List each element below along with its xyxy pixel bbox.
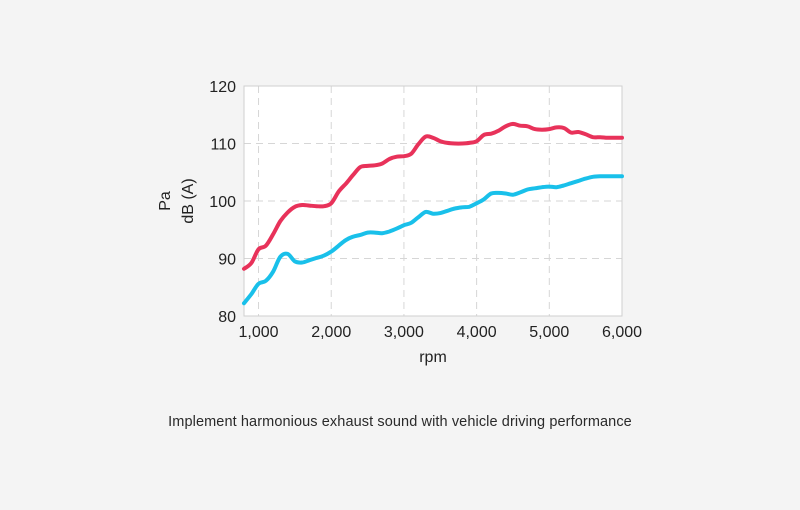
y-tick-label: 90	[218, 252, 236, 269]
x-tick-label: 5,000	[529, 324, 569, 341]
y-axis-label-unit-dba: dB (A)	[180, 178, 197, 223]
x-tick-label: 3,000	[384, 324, 424, 341]
series-line-blue	[242, 174, 624, 306]
y-tick-label: 80	[218, 309, 236, 326]
x-tick-label: 4,000	[457, 324, 497, 341]
y-axis-label-unit-pa: Pa	[157, 191, 174, 211]
plot-background	[244, 86, 622, 316]
series-line-red	[242, 121, 624, 271]
x-tick-label: 1,000	[239, 324, 279, 341]
chart-caption: Implement harmonious exhaust sound with …	[168, 414, 632, 430]
y-tick-label: 100	[209, 194, 236, 211]
x-tick-label: 6,000	[602, 324, 642, 341]
series-lines	[242, 121, 624, 306]
x-tick-label: 2,000	[311, 324, 351, 341]
x-axis-label: rpm	[419, 349, 447, 366]
y-tick-label: 120	[209, 79, 236, 96]
tick-labels: 1,000 2,000 3,000 4,000 5,000 6,000 80 90 100 110…	[209, 79, 642, 341]
plot-frame	[243, 85, 623, 317]
y-tick-label: 110	[210, 137, 236, 154]
